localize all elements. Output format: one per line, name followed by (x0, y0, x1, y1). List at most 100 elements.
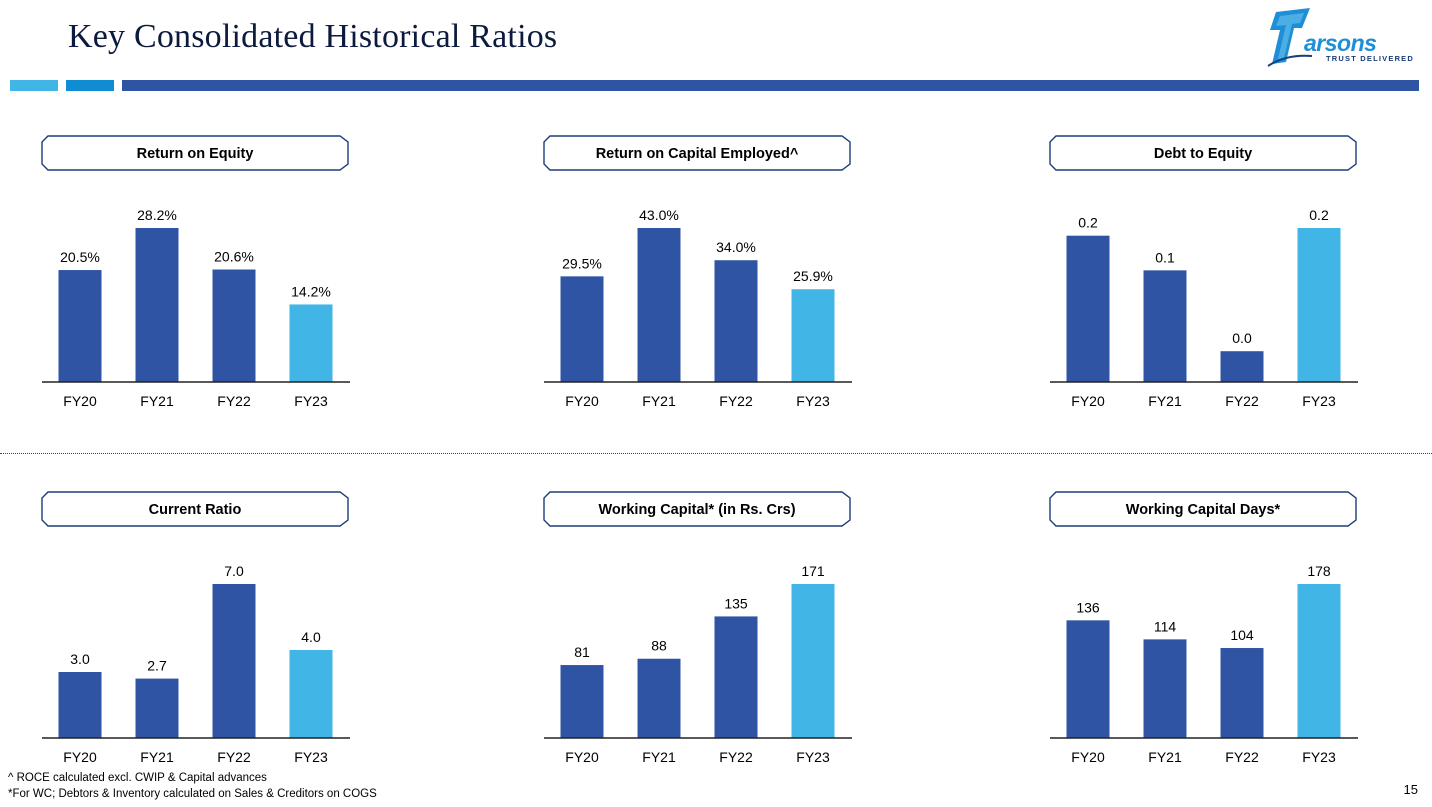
x-tick-label-fy21: FY21 (1148, 393, 1182, 409)
logo-wordmark: arsons (1304, 30, 1377, 56)
accent-bar-3 (122, 80, 1419, 91)
bar-fy20 (58, 270, 102, 382)
x-tick-label-fy21: FY21 (1148, 749, 1182, 765)
x-tick-label-fy22: FY22 (1225, 749, 1259, 765)
chart-title-banner: Working Capital* (in Rs. Crs) (543, 491, 851, 527)
data-label-fy20: 20.5% (60, 249, 100, 265)
bar-fy22 (714, 616, 758, 738)
bar-fy21 (637, 228, 681, 382)
x-tick-label-fy22: FY22 (217, 393, 251, 409)
logo-tagline: TRUST DELIVERED (1326, 54, 1415, 63)
chart-current-ratio: Current Ratio 3.0 FY20 2.7 FY21 7.0 FY22 4.0 FY2… (41, 491, 350, 765)
chart-title: Debt to Equity (1154, 146, 1252, 162)
x-tick-label-fy23: FY23 (1302, 749, 1336, 765)
x-tick-label-fy23: FY23 (796, 393, 830, 409)
x-tick-label-fy23: FY23 (294, 749, 328, 765)
data-label-fy21: 43.0% (639, 207, 679, 223)
page-title: Key Consolidated Historical Ratios (68, 18, 558, 55)
x-tick-label-fy21: FY21 (642, 393, 676, 409)
bar-fy20 (1066, 620, 1110, 738)
data-label-fy21: 88 (651, 638, 667, 654)
bar-fy21 (135, 678, 179, 738)
data-label-fy22: 104 (1230, 627, 1254, 643)
footnote-working-capital: *For WC; Debtors & Inventory calculated … (8, 788, 377, 800)
x-tick-label-fy22: FY22 (719, 749, 753, 765)
x-tick-label-fy21: FY21 (642, 749, 676, 765)
page-number: 15 (1403, 782, 1418, 797)
chart-title: Working Capital Days* (1126, 502, 1281, 518)
chart-title-banner: Debt to Equity (1049, 135, 1357, 171)
data-label-fy23: 171 (801, 563, 825, 579)
bar-fy22 (1220, 648, 1264, 738)
bar-fy21 (135, 228, 179, 382)
bar-fy22 (1220, 351, 1264, 382)
bar-fy22 (212, 269, 256, 382)
x-tick-label-fy23: FY23 (1302, 393, 1336, 409)
footnote-roce: ^ ROCE calculated excl. CWIP & Capital a… (8, 772, 267, 784)
accent-bar-1 (10, 80, 58, 91)
chart-title-banner: Return on Capital Employed^ (543, 135, 851, 171)
chart-title-banner: Working Capital Days* (1049, 491, 1357, 527)
data-label-fy21: 28.2% (137, 207, 177, 223)
chart-title: Return on Equity (137, 146, 254, 162)
data-label-fy21: 2.7 (147, 658, 167, 674)
x-tick-label-fy20: FY20 (63, 393, 97, 409)
data-label-fy20: 3.0 (70, 651, 90, 667)
data-label-fy22: 34.0% (716, 239, 756, 255)
data-label-fy20: 29.5% (562, 255, 602, 271)
data-label-fy20: 136 (1076, 599, 1100, 615)
data-label-fy22: 7.0 (224, 563, 244, 579)
bar-fy21 (637, 658, 681, 738)
bar-fy23 (791, 289, 835, 382)
data-label-fy23: 0.2 (1309, 207, 1329, 223)
x-tick-label-fy20: FY20 (1071, 393, 1105, 409)
x-tick-label-fy22: FY22 (217, 749, 251, 765)
chart-working-capital: Working Capital* (in Rs. Crs) 81 FY20 88 FY2… (543, 491, 852, 765)
x-tick-label-fy20: FY20 (565, 749, 599, 765)
bar-fy23 (289, 304, 333, 382)
logo-mark-icon (1267, 8, 1313, 67)
data-label-fy20: 81 (574, 644, 590, 660)
bar-fy21 (1143, 270, 1187, 382)
bar-fy21 (1143, 639, 1187, 738)
data-label-fy23: 14.2% (291, 283, 331, 299)
x-tick-label-fy22: FY22 (719, 393, 753, 409)
bar-fy20 (560, 276, 604, 382)
chart-working-capital-days: Working Capital Days* 136 FY20 114 FY21 104 FY… (1049, 491, 1358, 765)
bar-fy23 (791, 584, 835, 738)
bar-fy23 (1297, 584, 1341, 738)
bar-fy22 (714, 260, 758, 382)
chart-debt-to-equity: Debt to Equity 0.2 FY20 0.1 FY21 0.0 FY22 0.2 FY… (1049, 135, 1358, 409)
bar-fy20 (58, 672, 102, 738)
section-divider (0, 453, 1432, 454)
bar-fy23 (289, 650, 333, 738)
bar-fy20 (560, 665, 604, 738)
chart-title-banner: Current Ratio (41, 491, 349, 527)
x-tick-label-fy23: FY23 (294, 393, 328, 409)
chart-return-on-equity: Return on Equity 20.5% FY20 28.2% FY21 20.6% F… (41, 135, 350, 409)
x-tick-label-fy20: FY20 (63, 749, 97, 765)
x-tick-label-fy21: FY21 (140, 393, 174, 409)
data-label-fy23: 4.0 (301, 629, 321, 645)
chart-roce: Return on Capital Employed^ 29.5% FY20 43.0… (543, 135, 852, 409)
bar-fy22 (212, 584, 256, 738)
data-label-fy21: 114 (1154, 618, 1177, 634)
chart-title: Current Ratio (149, 502, 242, 518)
x-tick-label-fy20: FY20 (565, 393, 599, 409)
accent-bar-2 (66, 80, 114, 91)
x-tick-label-fy22: FY22 (1225, 393, 1259, 409)
data-label-fy22: 0.0 (1232, 330, 1252, 346)
bar-fy20 (1066, 235, 1110, 382)
x-tick-label-fy21: FY21 (140, 749, 174, 765)
x-tick-label-fy20: FY20 (1071, 749, 1105, 765)
tarsons-logo: arsons TRUST DELIVERED (1266, 6, 1418, 68)
data-label-fy23: 25.9% (793, 268, 833, 284)
chart-title: Working Capital* (in Rs. Crs) (598, 502, 795, 518)
bar-fy23 (1297, 228, 1341, 382)
data-label-fy22: 135 (724, 595, 748, 611)
data-label-fy23: 178 (1307, 563, 1331, 579)
chart-title: Return on Capital Employed^ (596, 146, 799, 162)
data-label-fy22: 20.6% (214, 249, 254, 265)
chart-title-banner: Return on Equity (41, 135, 349, 171)
data-label-fy21: 0.1 (1155, 249, 1175, 265)
